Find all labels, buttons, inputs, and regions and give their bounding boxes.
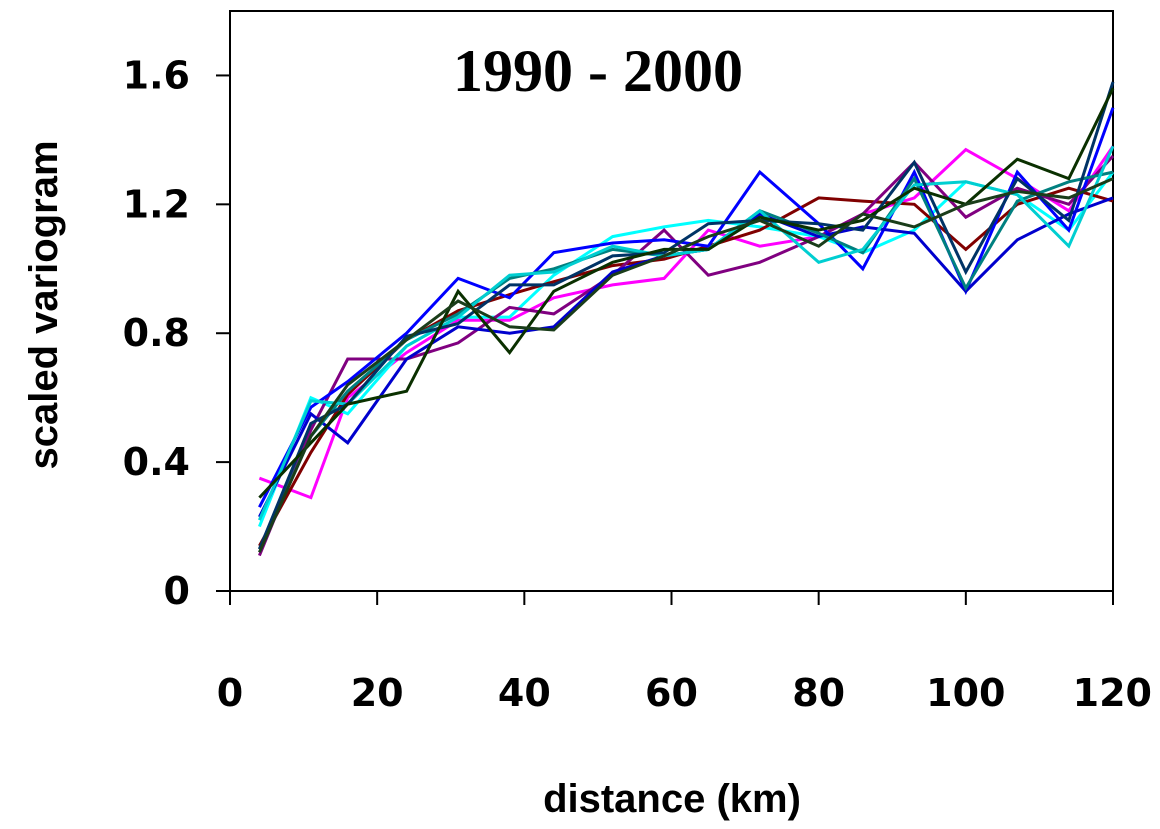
y-tick-label: 0.4 [123,440,190,484]
x-tick-label: 80 [792,671,845,715]
y-tick-label: 1.6 [123,53,190,97]
series-line-8 [258,145,1115,521]
x-tick-label: 60 [645,671,698,715]
y-axis-title: scaled variogram [22,140,66,469]
plot-area [229,10,1114,592]
series-layer [258,81,1115,557]
x-tick-label: 100 [926,671,1005,715]
series-line-10 [258,87,1115,499]
y-tick-label: 0 [164,569,190,613]
y-tick-label: 1.2 [123,182,190,226]
series-line-11 [258,177,1114,553]
y-tick-label: 0.8 [123,311,190,355]
chart-title: 1990 - 2000 [453,38,743,104]
x-tick-label: 120 [1073,671,1152,715]
x-axis-title: distance (km) [543,777,801,821]
axes-layer: 0 0.4 0.8 1.2 1.6 0 20 40 60 80 100 120 [123,53,1152,715]
x-tick-label: 40 [498,671,551,715]
x-tick-label: 0 [217,671,243,715]
x-tick-label: 20 [351,671,404,715]
